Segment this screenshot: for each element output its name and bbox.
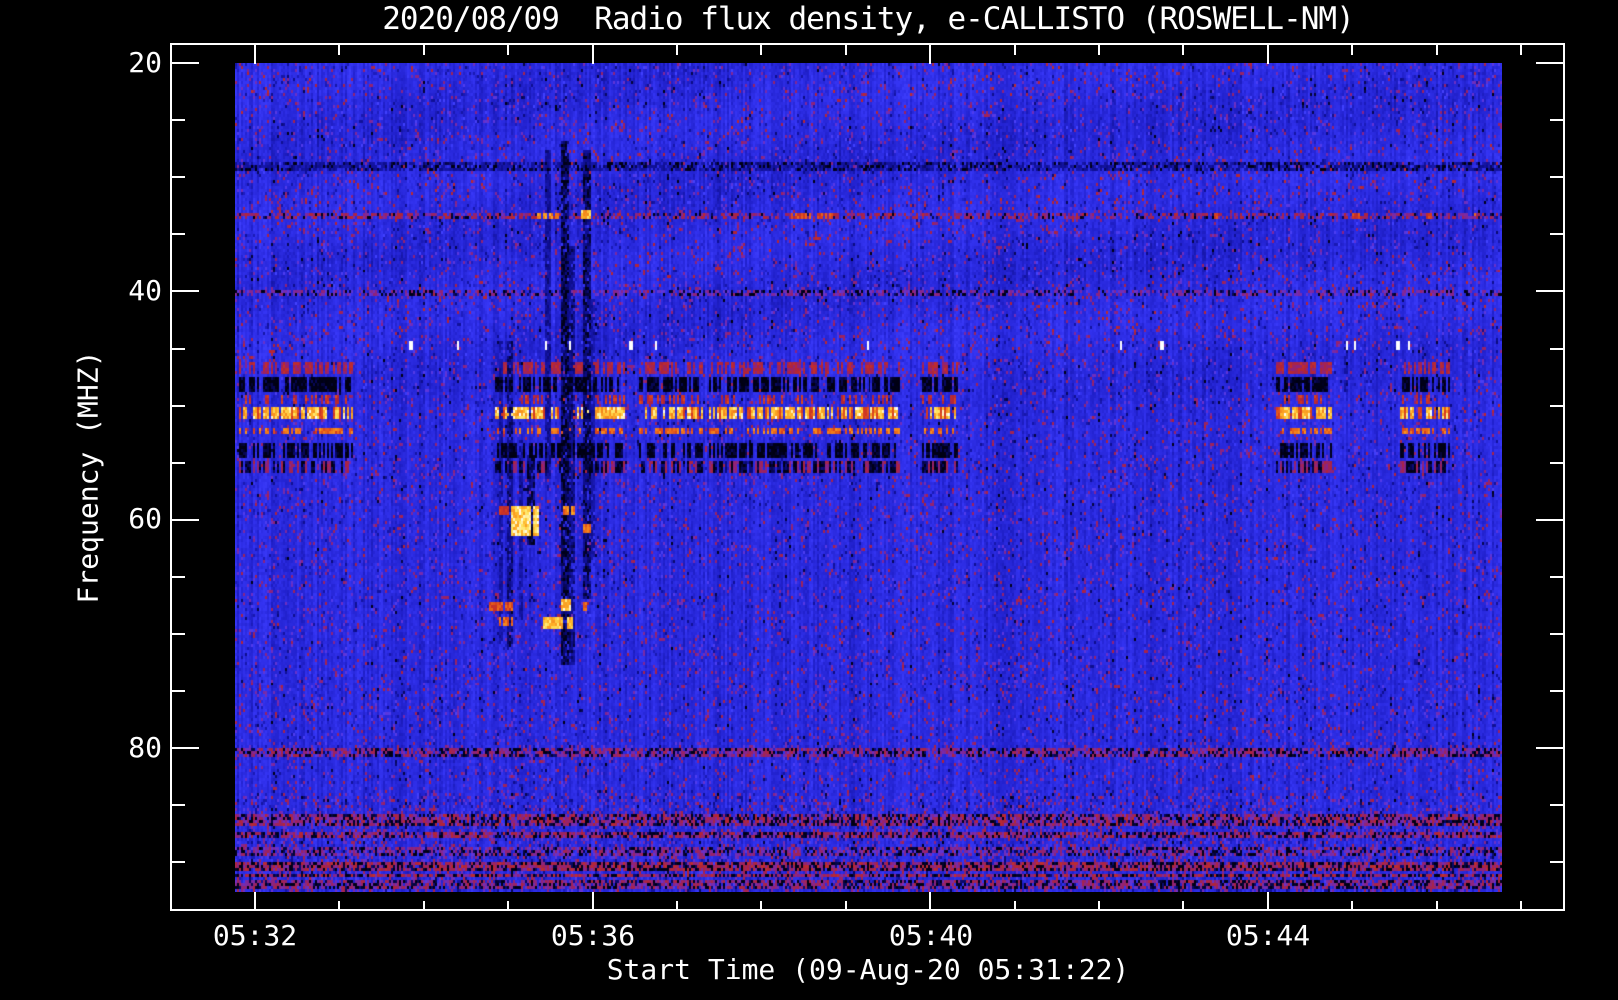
tick-mark <box>172 747 199 749</box>
tick-mark <box>1550 119 1563 121</box>
tick-mark <box>1550 576 1563 578</box>
chart-title: 2020/08/09 Radio flux density, e-CALLIST… <box>382 1 1355 37</box>
y-tick-label-60: 60 <box>128 502 162 535</box>
tick-mark <box>1267 45 1269 64</box>
tick-mark <box>172 462 185 464</box>
tick-mark <box>1182 45 1184 55</box>
x-tick-label-0544: 05:44 <box>1225 919 1311 952</box>
tick-mark <box>1550 462 1563 464</box>
tick-mark <box>1014 45 1016 55</box>
tick-mark <box>172 176 185 178</box>
tick-mark <box>1550 348 1563 350</box>
tick-mark <box>1520 45 1522 55</box>
tick-mark <box>760 45 762 55</box>
tick-mark <box>507 45 509 55</box>
x-tick-label-0536: 05:36 <box>550 919 636 952</box>
tick-mark <box>1098 901 1100 911</box>
tick-mark <box>1536 62 1563 64</box>
tick-mark <box>507 901 509 911</box>
tick-mark <box>1550 176 1563 178</box>
tick-mark <box>172 348 185 350</box>
tick-mark <box>172 804 185 806</box>
tick-mark <box>676 901 678 911</box>
tick-mark <box>1436 901 1438 911</box>
y-tick-label-20: 20 <box>128 46 162 79</box>
y-tick-label-80: 80 <box>128 731 162 764</box>
tick-mark <box>1536 290 1563 292</box>
tick-mark <box>172 519 199 521</box>
tick-mark <box>1550 861 1563 863</box>
tick-mark <box>1536 519 1563 521</box>
tick-mark <box>423 45 425 55</box>
tick-mark <box>929 892 931 911</box>
tick-mark <box>1550 690 1563 692</box>
tick-mark <box>172 861 185 863</box>
tick-mark <box>172 405 185 407</box>
tick-mark <box>1014 901 1016 911</box>
tick-mark <box>760 901 762 911</box>
tick-mark <box>929 45 931 64</box>
tick-mark <box>592 45 594 64</box>
tick-mark <box>254 892 256 911</box>
tick-mark <box>845 45 847 55</box>
tick-mark <box>172 633 185 635</box>
tick-mark <box>254 45 256 64</box>
tick-mark <box>1550 233 1563 235</box>
tick-mark <box>338 45 340 55</box>
tick-mark <box>172 290 199 292</box>
tick-mark <box>1436 45 1438 55</box>
tick-mark <box>172 576 185 578</box>
tick-mark <box>1550 405 1563 407</box>
tick-mark <box>1182 901 1184 911</box>
tick-mark <box>172 119 185 121</box>
tick-mark <box>1550 633 1563 635</box>
tick-mark <box>592 892 594 911</box>
spectrogram-heatmap <box>235 63 1502 892</box>
tick-mark <box>172 233 185 235</box>
tick-mark <box>172 690 185 692</box>
tick-mark <box>338 901 340 911</box>
tick-mark <box>1267 892 1269 911</box>
tick-mark <box>1550 804 1563 806</box>
tick-mark <box>1536 747 1563 749</box>
tick-mark <box>1520 901 1522 911</box>
tick-mark <box>1351 45 1353 55</box>
x-axis-title: Start Time (09-Aug-20 05:31:22) <box>606 953 1130 986</box>
tick-mark <box>676 45 678 55</box>
y-tick-label-40: 40 <box>128 274 162 307</box>
tick-mark <box>1098 45 1100 55</box>
x-tick-label-0540: 05:40 <box>888 919 974 952</box>
x-tick-label-0532: 05:32 <box>212 919 298 952</box>
tick-mark <box>1351 901 1353 911</box>
y-axis-title: Frequency (MHZ) <box>71 350 105 604</box>
tick-mark <box>423 901 425 911</box>
tick-mark <box>845 901 847 911</box>
tick-mark <box>172 62 199 64</box>
